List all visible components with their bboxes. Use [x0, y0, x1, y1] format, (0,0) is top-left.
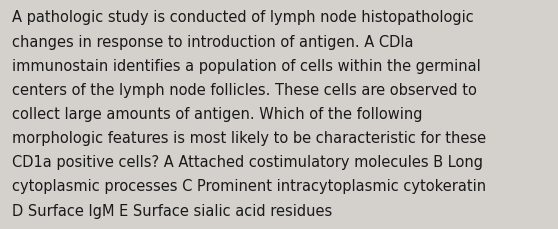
Text: cytoplasmic processes C Prominent intracytoplasmic cytokeratin: cytoplasmic processes C Prominent intrac…	[12, 179, 487, 194]
Text: collect large amounts of antigen. Which of the following: collect large amounts of antigen. Which …	[12, 106, 423, 121]
Text: immunostain identifies a population of cells within the germinal: immunostain identifies a population of c…	[12, 58, 481, 73]
Text: D Surface IgM E Surface sialic acid residues: D Surface IgM E Surface sialic acid resi…	[12, 203, 333, 218]
Text: A pathologic study is conducted of lymph node histopathologic: A pathologic study is conducted of lymph…	[12, 10, 474, 25]
Text: centers of the lymph node follicles. These cells are observed to: centers of the lymph node follicles. The…	[12, 82, 477, 97]
Text: CD1a positive cells? A Attached costimulatory molecules B Long: CD1a positive cells? A Attached costimul…	[12, 155, 483, 169]
Text: changes in response to introduction of antigen. A CDla: changes in response to introduction of a…	[12, 34, 414, 49]
Text: morphologic features is most likely to be characteristic for these: morphologic features is most likely to b…	[12, 131, 487, 145]
